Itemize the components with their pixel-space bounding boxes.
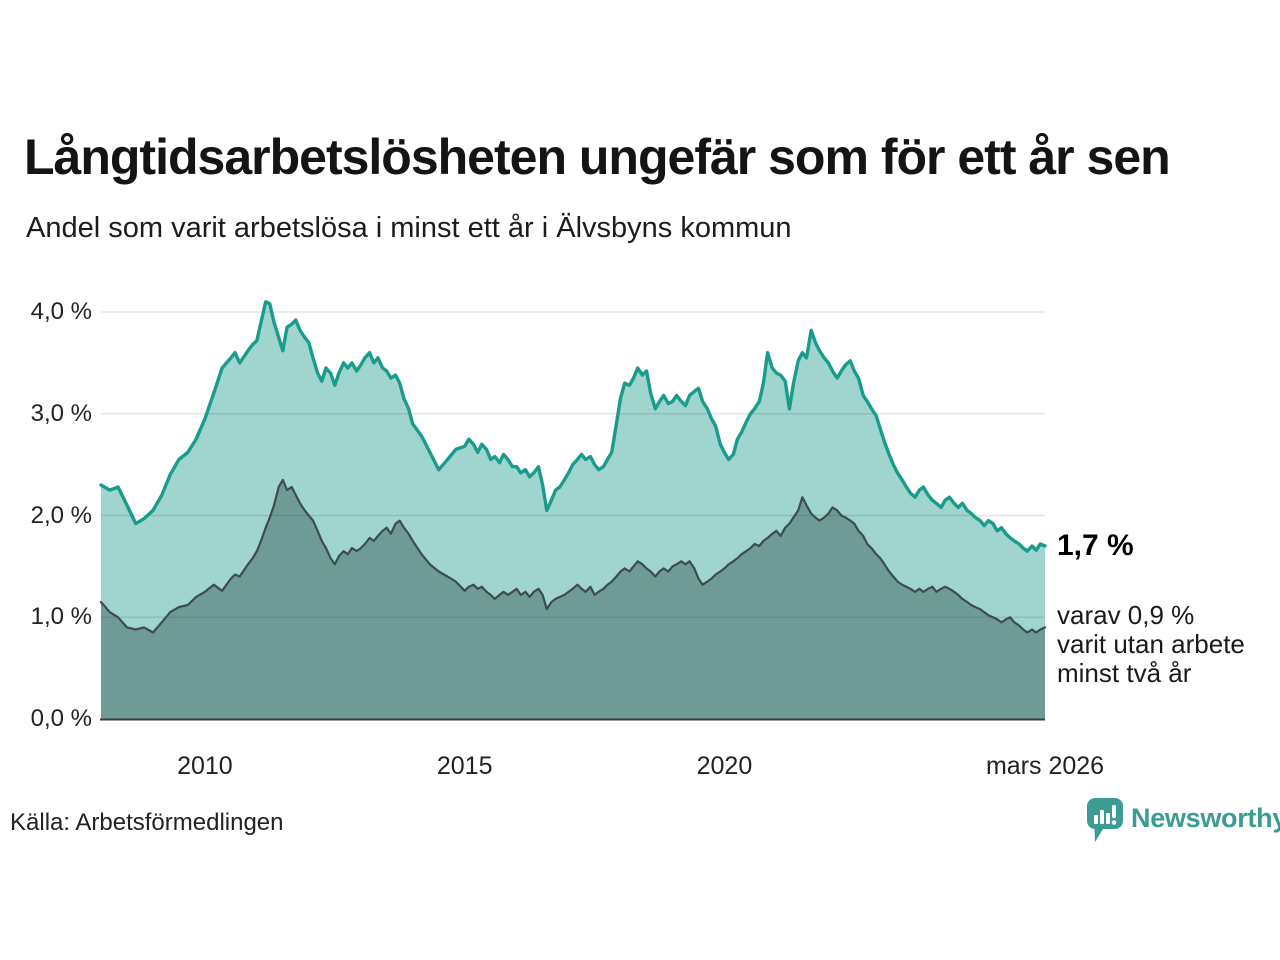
- secondary-annotation-line: varav 0,9 %: [1057, 600, 1195, 631]
- series-line: [99, 478, 1047, 634]
- bar-chart-speech-bubble-icon: [1087, 798, 1123, 842]
- y-axis-label: 1,0 %: [30, 603, 92, 631]
- secondary-annotation: varav 0,9 % varit utan arbete minst två …: [1057, 601, 1245, 688]
- x-axis-label: 2020: [696, 752, 753, 780]
- x-axis-label: 2010: [177, 752, 233, 780]
- series-line: [99, 300, 1047, 553]
- x-axis-label: mars 2026: [985, 752, 1105, 780]
- secondary-annotation-line: varit utan arbete: [1057, 629, 1245, 660]
- latest-value-annotation: 1,7 %: [1057, 529, 1134, 563]
- chart-title: Långtidsarbetslösheten ungefär som för e…: [24, 129, 1171, 185]
- y-axis-label: 2,0 %: [30, 501, 92, 529]
- y-axis-label: 3,0 %: [30, 399, 92, 427]
- y-axis-label: 0,0 %: [30, 705, 92, 732]
- y-axis-label: 4,0 %: [30, 298, 92, 325]
- brand-logo: Newsworthy: [1087, 798, 1280, 844]
- area-fill: [101, 479, 1045, 719]
- secondary-annotation-line: minst två år: [1057, 658, 1192, 689]
- x-axis-label: 2015: [436, 752, 493, 780]
- source-label: Källa: Arbetsförmedlingen: [10, 809, 284, 836]
- brand-name: Newsworthy: [1131, 803, 1280, 833]
- chart-subtitle: Andel som varit arbetslösa i minst ett å…: [26, 212, 792, 244]
